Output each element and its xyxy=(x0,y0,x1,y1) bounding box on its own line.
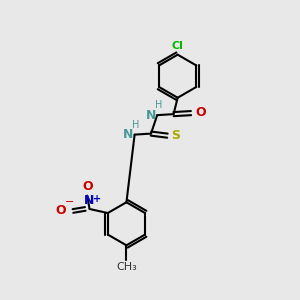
Text: H: H xyxy=(154,100,162,110)
Text: +: + xyxy=(93,194,102,204)
Text: N: N xyxy=(84,194,94,207)
Text: CH₃: CH₃ xyxy=(116,262,137,272)
Text: −: − xyxy=(65,197,74,207)
Text: O: O xyxy=(82,179,93,193)
Text: O: O xyxy=(55,205,66,218)
Text: O: O xyxy=(195,106,206,119)
Text: Cl: Cl xyxy=(172,40,184,51)
Text: N: N xyxy=(146,109,156,122)
Text: S: S xyxy=(172,129,181,142)
Text: N: N xyxy=(123,128,134,141)
Text: H: H xyxy=(132,119,139,130)
